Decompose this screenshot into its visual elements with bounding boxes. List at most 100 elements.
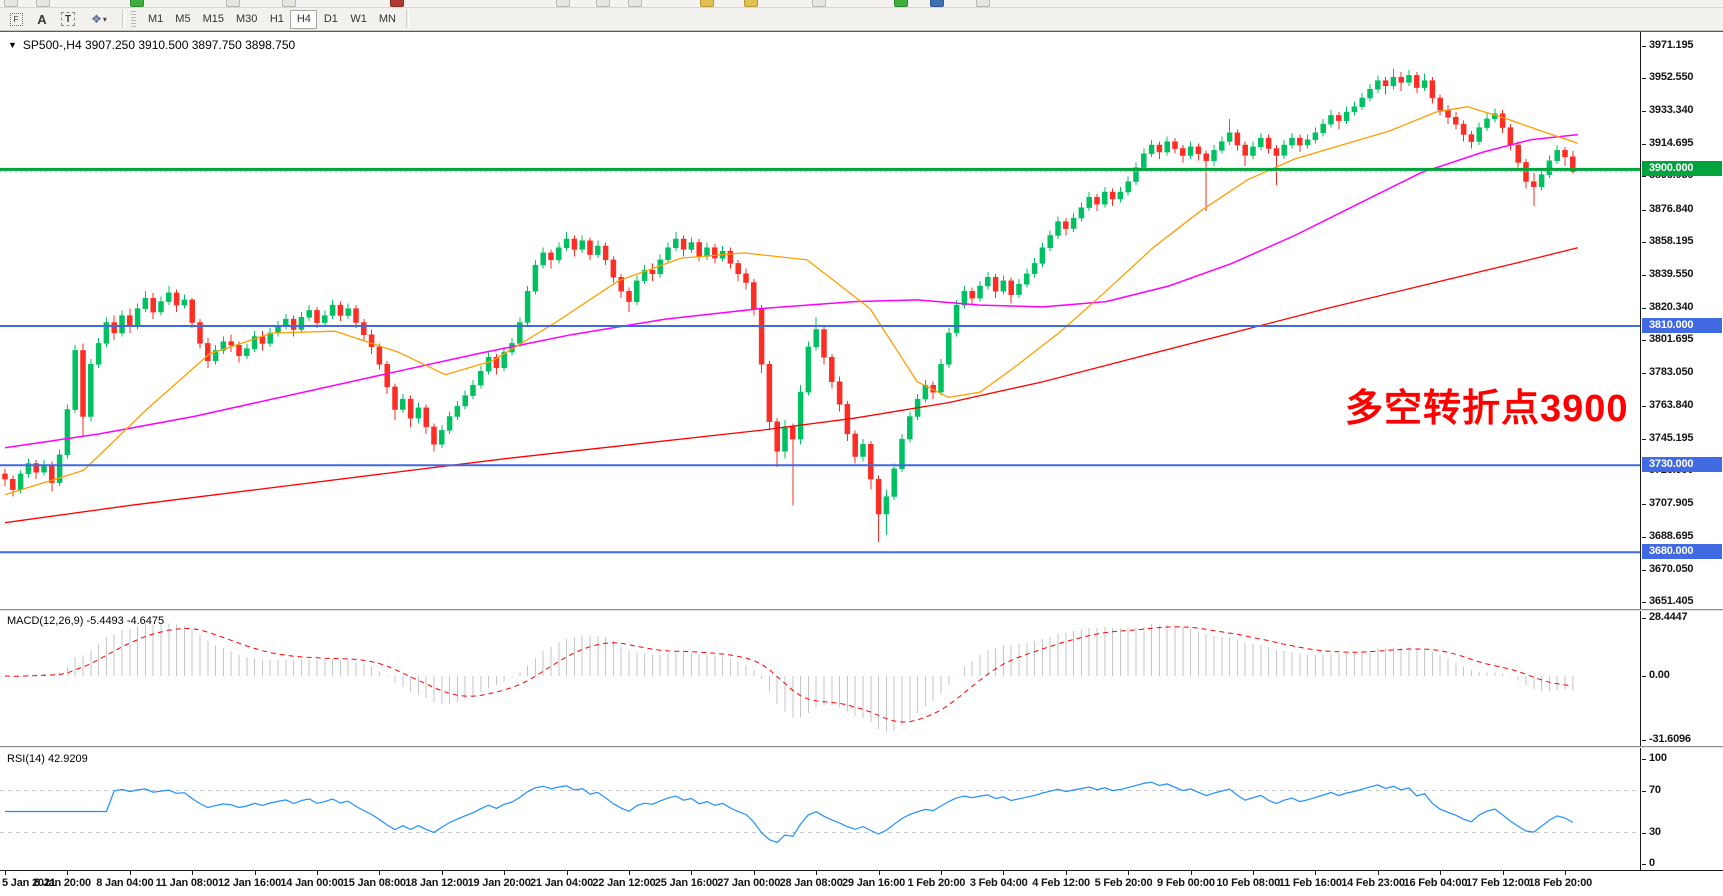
time-tick-label: 16 Feb 04:00: [1403, 877, 1468, 889]
time-tick: [878, 871, 880, 875]
toolbar-separator: [122, 10, 125, 28]
arrows-tool-button[interactable]: ❖ ▾: [82, 10, 116, 29]
price-tick-label: 0: [1642, 857, 1655, 869]
price-tick-label: 3745.195: [1641, 432, 1694, 444]
timeframe-button-d1[interactable]: D1: [323, 13, 338, 25]
price-tick-label: 3820.340: [1641, 301, 1694, 313]
time-tick: [67, 871, 69, 875]
toolbar-icon-fragment: [628, 0, 642, 7]
level-price-badge: 3730.000: [1642, 457, 1722, 472]
time-tick-label: 1 Feb 20:00: [907, 877, 966, 889]
toolbar-icon-fragment: [4, 0, 18, 7]
price-tick-label: 30: [1642, 826, 1661, 838]
time-tick-label: 27 Jan 00:00: [717, 877, 781, 889]
price-tick-label: 3933.340: [1641, 104, 1694, 116]
timeframe-button-m30[interactable]: M30: [235, 13, 258, 25]
time-tick-label: 5 Feb 20:00: [1094, 877, 1153, 889]
time-tick: [1315, 871, 1317, 875]
time-tick: [504, 871, 506, 875]
time-tick: [1190, 871, 1192, 875]
time-tick: [1065, 871, 1067, 875]
time-tick-label: 15 Jan 08:00: [342, 877, 406, 889]
price-tick-label: 3651.405: [1641, 595, 1694, 607]
time-tick: [1003, 871, 1005, 875]
time-tick-label: 9 Feb 00:00: [1157, 877, 1215, 889]
time-tick-label: 5 Jan 2021: [2, 877, 56, 889]
main-chart-panel[interactable]: [0, 32, 1640, 609]
price-tick-label: 3914.695: [1641, 137, 1694, 149]
panel-separator[interactable]: [0, 746, 1723, 748]
time-tick-label: 21 Jan 04:00: [530, 877, 594, 889]
price-tick-label: 3707.905: [1641, 497, 1694, 509]
price-tick-label: 3971.195: [1641, 39, 1694, 51]
price-tick-label: 3952.550: [1641, 71, 1694, 83]
time-tick-label: 17 Feb 12:00: [1466, 877, 1530, 889]
time-axis[interactable]: 5 Jan 2021 6 Jan 20:00 8 Jan 04:00 11 Jan 0…: [0, 870, 1723, 896]
chart-title: ▼ SP500-,H4 3907.250 3910.500 3897.750 3…: [8, 38, 295, 52]
timeframe-button-m1[interactable]: M1: [148, 13, 164, 25]
price-tick-label: 3839.550: [1641, 268, 1694, 280]
price-tick-label: 3670.050: [1641, 563, 1694, 575]
timeframe-button-w1[interactable]: W1: [350, 13, 367, 25]
time-tick-label: 12 Jan 16:00: [218, 877, 282, 889]
toolbar-icon-fragment: [226, 0, 240, 7]
time-tick-label: 14 Jan 00:00: [280, 877, 344, 889]
chart-annotation-text[interactable]: 多空转折点3900: [1345, 388, 1629, 430]
time-tick: [441, 871, 443, 875]
time-tick: [1502, 871, 1504, 875]
price-tick-label: 70: [1642, 784, 1661, 796]
time-tick: [566, 871, 568, 875]
time-tick-label: 6 Jan 20:00: [33, 877, 91, 889]
time-tick: [5, 871, 6, 875]
rsi-panel[interactable]: [0, 749, 1640, 869]
time-tick: [1565, 871, 1566, 875]
price-tick-label: -31.6096: [1642, 733, 1691, 745]
time-tick: [1128, 871, 1130, 875]
text-icon: T: [61, 12, 75, 26]
toolbar-icon-fragment: [36, 0, 50, 7]
time-tick: [1440, 871, 1442, 875]
timeframe-button-h1[interactable]: H1: [269, 13, 284, 25]
toolbar-icon-fragment: [282, 0, 296, 7]
timeframe-button-m5[interactable]: M5: [175, 13, 191, 25]
time-tick-label: 19 Jan 20:00: [467, 877, 531, 889]
add-indicator-icon: [894, 0, 908, 7]
price-tick-label: 3876.840: [1641, 203, 1694, 215]
time-tick: [1377, 871, 1379, 875]
text-label-tool-button[interactable]: A: [30, 10, 54, 29]
price-tick-label: 0.00: [1642, 669, 1670, 681]
timeframe-button-mn[interactable]: MN: [378, 13, 396, 25]
time-tick-label: 3 Feb 04:00: [969, 877, 1028, 889]
level-price-badge: 3810.000: [1642, 318, 1722, 333]
toolbar-separator: [405, 10, 409, 28]
time-tick: [129, 871, 131, 875]
top-toolbar-clipped: [0, 0, 1723, 8]
toolbar-icon-fragment: [812, 0, 826, 7]
panel-separator[interactable]: [0, 609, 1723, 611]
price-tick-label: 3801.695: [1641, 333, 1694, 345]
time-tick: [379, 871, 381, 875]
price-tick-label: 3763.840: [1641, 399, 1694, 411]
timeframe-button-h4[interactable]: H4: [290, 9, 318, 29]
fibonacci-icon: F: [9, 12, 23, 26]
timeframe-button-m15[interactable]: M15: [202, 13, 224, 25]
arrows-icon: ❖: [91, 12, 102, 26]
toolbar-drag-handle[interactable]: [131, 11, 136, 27]
time-tick: [816, 871, 818, 875]
fibonacci-tool-button[interactable]: F: [4, 10, 28, 29]
collapse-triangle-icon[interactable]: ▼: [8, 40, 17, 50]
time-tick-label: 8 Jan 04:00: [96, 877, 154, 889]
cursor-tools-icon: [744, 0, 758, 7]
price-axis[interactable]: 3971.1953952.5503933.3403914.6953896.050…: [1640, 32, 1723, 870]
macd-panel[interactable]: [0, 611, 1640, 746]
time-tick: [941, 871, 942, 875]
time-tick-label: 18 Feb 20:00: [1528, 877, 1593, 889]
cursor-tools-icon: [700, 0, 714, 7]
globe-icon: [930, 0, 944, 7]
time-tick: [629, 871, 630, 875]
price-tick-label: 100: [1642, 752, 1667, 764]
toolbar-icon-fragment: [976, 0, 990, 7]
time-tick-label: 4 Feb 12:00: [1032, 877, 1090, 889]
text-tool-button[interactable]: T: [56, 10, 80, 29]
time-tick-label: 22 Jan 12:00: [592, 877, 656, 889]
